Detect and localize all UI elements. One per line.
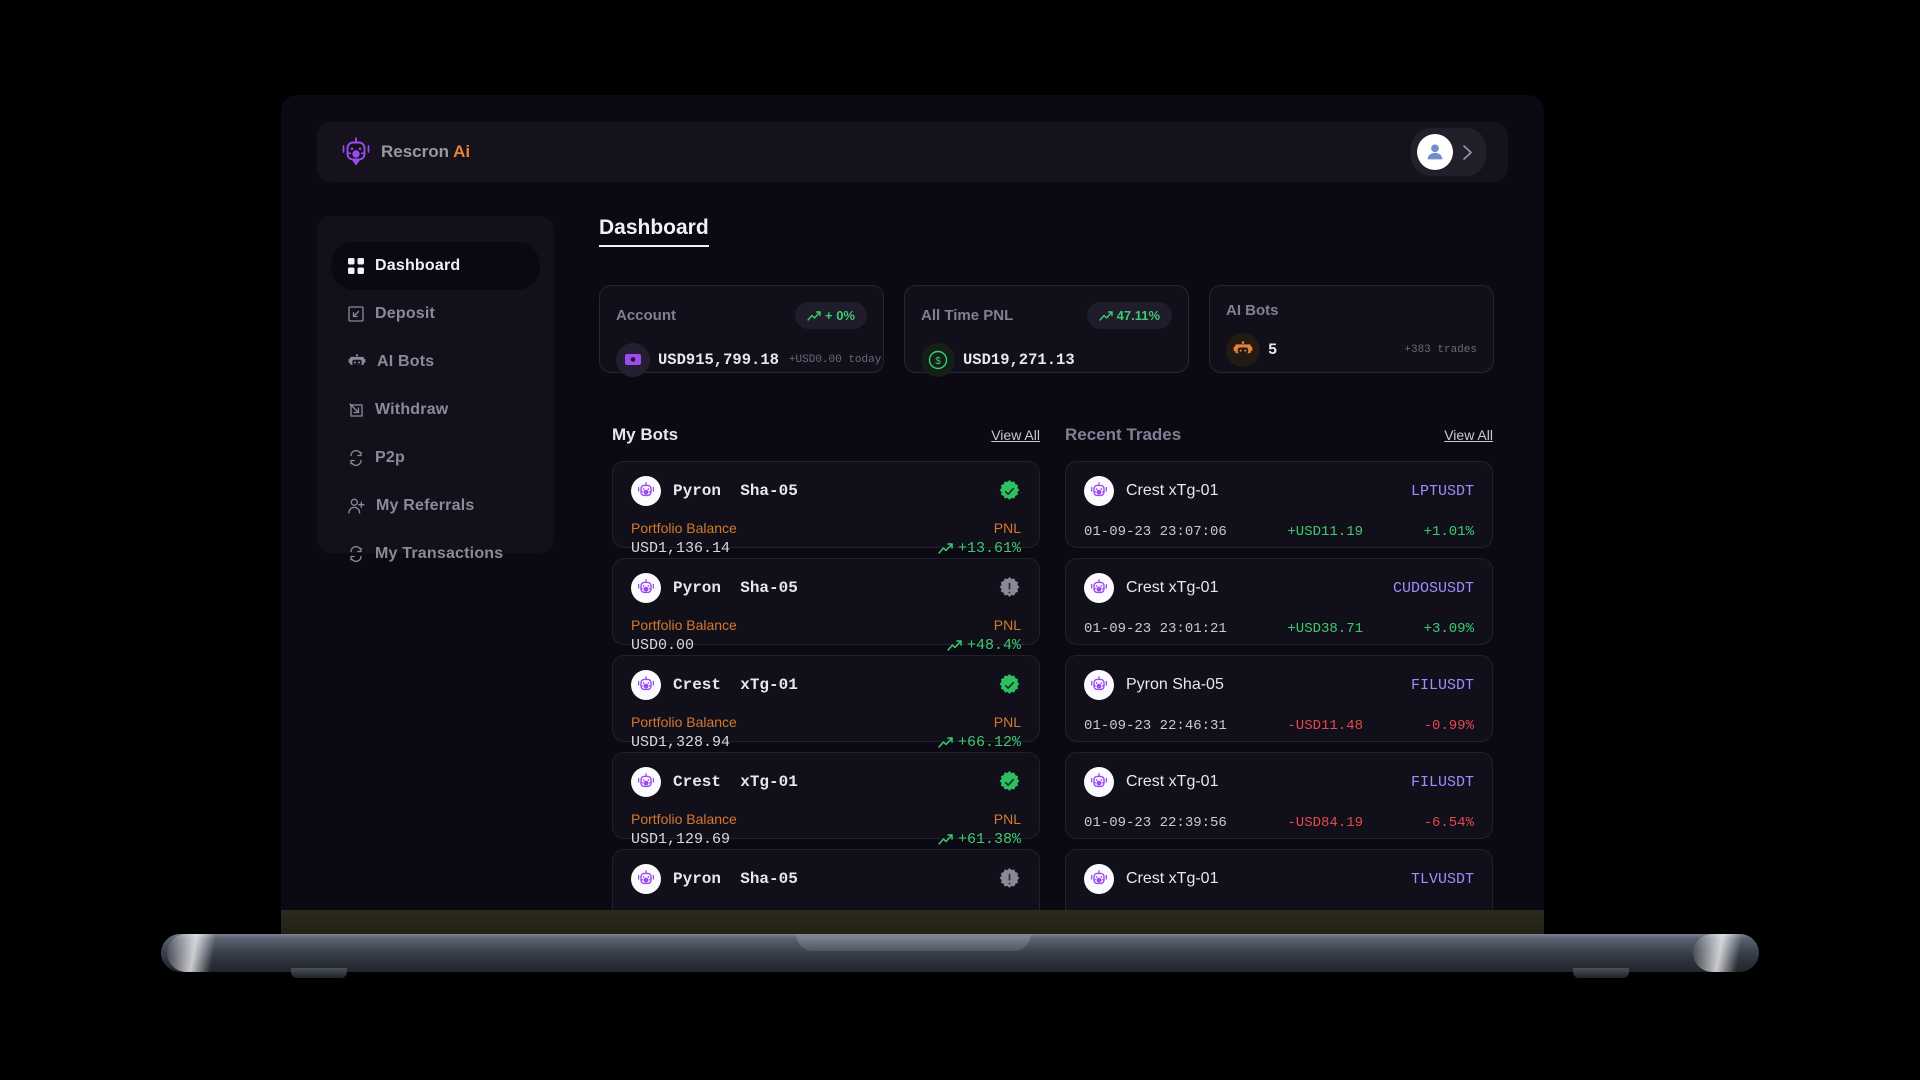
svg-text:$: $ bbox=[935, 356, 941, 367]
